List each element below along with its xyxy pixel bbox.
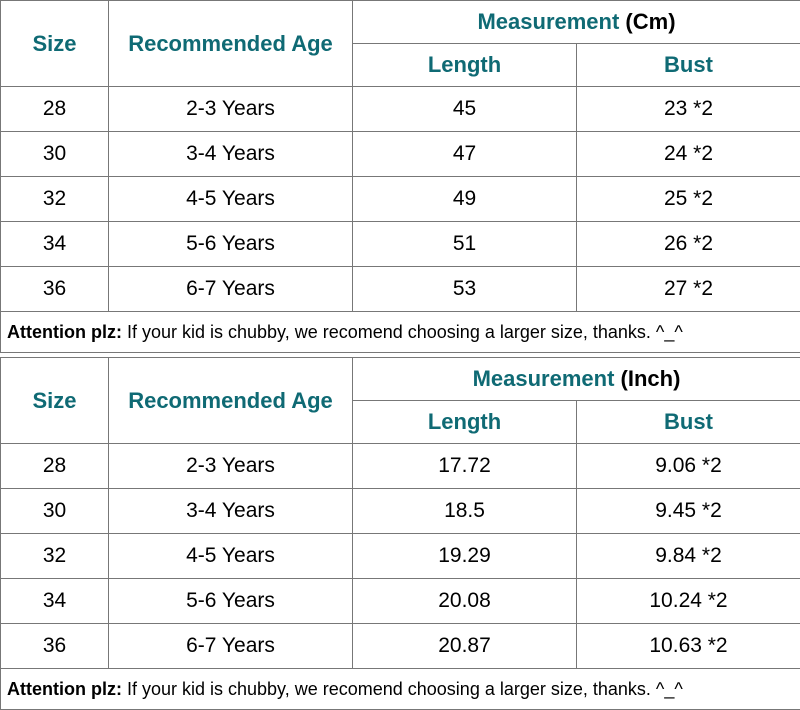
col-header-length: Length — [353, 401, 577, 444]
cell-bust: 10.63 *2 — [577, 624, 800, 669]
cell-length: 51 — [353, 222, 577, 267]
cell-bust: 25 *2 — [577, 177, 800, 222]
col-header-measurement-inch: Measurement (Inch) — [353, 358, 800, 401]
table-row: 303-4 Years4724 *2 — [1, 132, 800, 177]
col-header-age: Recommended Age — [109, 358, 353, 444]
cell-length: 17.72 — [353, 444, 577, 489]
cell-bust: 9.06 *2 — [577, 444, 800, 489]
cell-length: 45 — [353, 87, 577, 132]
table-row: 366-7 Years20.8710.63 *2 — [1, 624, 800, 669]
note-label: Attention plz: — [7, 679, 122, 699]
cell-length: 20.87 — [353, 624, 577, 669]
col-header-measurement-cm: Measurement (Cm) — [353, 1, 800, 44]
col-header-age: Recommended Age — [109, 1, 353, 87]
cell-length: 53 — [353, 267, 577, 312]
attention-note-inch: Attention plz: If your kid is chubby, we… — [1, 669, 800, 710]
cell-size: 36 — [1, 267, 109, 312]
table-row: 324-5 Years4925 *2 — [1, 177, 800, 222]
cell-length: 18.5 — [353, 489, 577, 534]
size-table-inch: Size Recommended Age Measurement (Inch) … — [0, 357, 800, 710]
cell-bust: 9.84 *2 — [577, 534, 800, 579]
cell-size: 36 — [1, 624, 109, 669]
size-table-cm-body: 282-3 Years4523 *2303-4 Years4724 *2324-… — [1, 87, 800, 312]
col-header-bust: Bust — [577, 401, 800, 444]
cell-age: 5-6 Years — [109, 579, 353, 624]
col-header-size: Size — [1, 358, 109, 444]
table-row: 345-6 Years5126 *2 — [1, 222, 800, 267]
col-header-length: Length — [353, 44, 577, 87]
cell-age: 6-7 Years — [109, 624, 353, 669]
col-header-bust: Bust — [577, 44, 800, 87]
size-table-cm: Size Recommended Age Measurement (Cm) Le… — [0, 0, 800, 353]
note-text: If your kid is chubby, we recomend choos… — [122, 679, 683, 699]
measurement-unit-cm: (Cm) — [619, 9, 675, 34]
cell-size: 28 — [1, 87, 109, 132]
cell-size: 30 — [1, 489, 109, 534]
cell-size: 32 — [1, 177, 109, 222]
cell-size: 34 — [1, 579, 109, 624]
cell-bust: 10.24 *2 — [577, 579, 800, 624]
size-chart-wrap: Size Recommended Age Measurement (Cm) Le… — [0, 0, 800, 710]
table-row: 282-3 Years17.729.06 *2 — [1, 444, 800, 489]
table-row: 282-3 Years4523 *2 — [1, 87, 800, 132]
table-row: 366-7 Years5327 *2 — [1, 267, 800, 312]
cell-age: 2-3 Years — [109, 444, 353, 489]
cell-age: 2-3 Years — [109, 87, 353, 132]
table-row: 324-5 Years19.299.84 *2 — [1, 534, 800, 579]
cell-length: 47 — [353, 132, 577, 177]
cell-length: 19.29 — [353, 534, 577, 579]
attention-note-cm: Attention plz: If your kid is chubby, we… — [1, 312, 800, 353]
measurement-label: Measurement — [473, 366, 615, 391]
table-row: 303-4 Years18.59.45 *2 — [1, 489, 800, 534]
table-row: 345-6 Years20.0810.24 *2 — [1, 579, 800, 624]
cell-age: 3-4 Years — [109, 489, 353, 534]
cell-age: 3-4 Years — [109, 132, 353, 177]
cell-size: 30 — [1, 132, 109, 177]
note-label: Attention plz: — [7, 322, 122, 342]
cell-age: 6-7 Years — [109, 267, 353, 312]
cell-bust: 26 *2 — [577, 222, 800, 267]
cell-bust: 24 *2 — [577, 132, 800, 177]
col-header-size: Size — [1, 1, 109, 87]
cell-size: 28 — [1, 444, 109, 489]
cell-bust: 23 *2 — [577, 87, 800, 132]
cell-age: 4-5 Years — [109, 177, 353, 222]
cell-size: 32 — [1, 534, 109, 579]
cell-length: 49 — [353, 177, 577, 222]
cell-bust: 9.45 *2 — [577, 489, 800, 534]
cell-age: 5-6 Years — [109, 222, 353, 267]
size-table-inch-body: 282-3 Years17.729.06 *2303-4 Years18.59.… — [1, 444, 800, 669]
cell-length: 20.08 — [353, 579, 577, 624]
measurement-label: Measurement — [477, 9, 619, 34]
cell-bust: 27 *2 — [577, 267, 800, 312]
measurement-unit-inch: (Inch) — [614, 366, 680, 391]
cell-age: 4-5 Years — [109, 534, 353, 579]
note-text: If your kid is chubby, we recomend choos… — [122, 322, 683, 342]
cell-size: 34 — [1, 222, 109, 267]
